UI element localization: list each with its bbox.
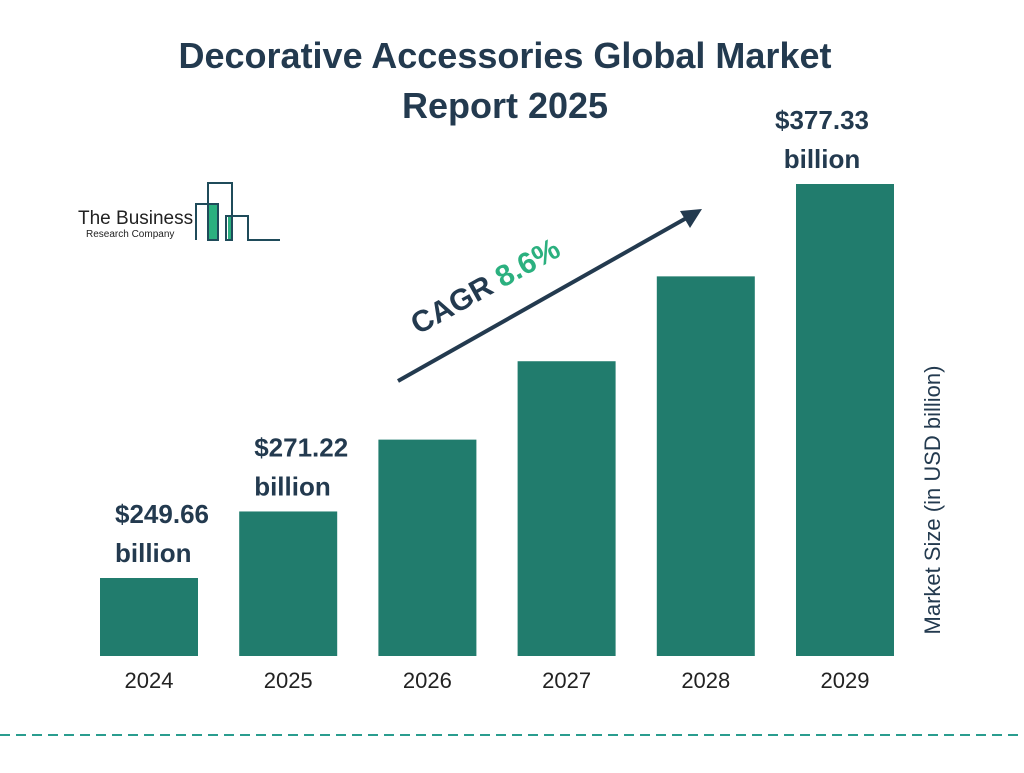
cagr-arrow <box>397 214 691 383</box>
x-tick-label: 2026 <box>403 668 452 693</box>
data-label: billion <box>254 471 331 501</box>
x-tick-label: 2029 <box>821 668 870 693</box>
cagr-annotation: CAGR 8.6% <box>397 209 702 383</box>
data-label: billion <box>115 538 192 568</box>
bar-2029 <box>796 184 894 656</box>
bar-2027 <box>517 361 616 656</box>
x-tick-label: 2025 <box>264 668 313 693</box>
data-label: $249.66 <box>115 499 209 529</box>
logo-text-line-2: Research Company <box>86 229 174 240</box>
cagr-value: 8.6% <box>490 232 566 294</box>
bar-2024 <box>100 578 198 656</box>
x-tick-label: 2024 <box>125 668 174 693</box>
data-label: $377.33 <box>775 105 869 135</box>
logo-text-line-1: The Business <box>78 208 193 229</box>
x-tick-label: 2028 <box>681 668 730 693</box>
chart-title-line-2: Report 2025 <box>402 85 608 126</box>
svg-text:CAGR 8.6%: CAGR 8.6% <box>405 232 565 341</box>
company-logo: The Business Research Company <box>78 182 280 241</box>
cagr-arrowhead <box>680 209 702 228</box>
bar-2025 <box>239 511 338 656</box>
x-tick-label: 2027 <box>542 668 591 693</box>
bar-2028 <box>656 276 755 656</box>
bar-2026 <box>378 439 477 656</box>
data-label: billion <box>784 144 861 174</box>
y-axis-label: Market Size (in USD billion) <box>920 366 945 635</box>
data-label: $271.22 <box>254 432 348 462</box>
chart-title-line-1: Decorative Accessories Global Market <box>179 35 832 76</box>
